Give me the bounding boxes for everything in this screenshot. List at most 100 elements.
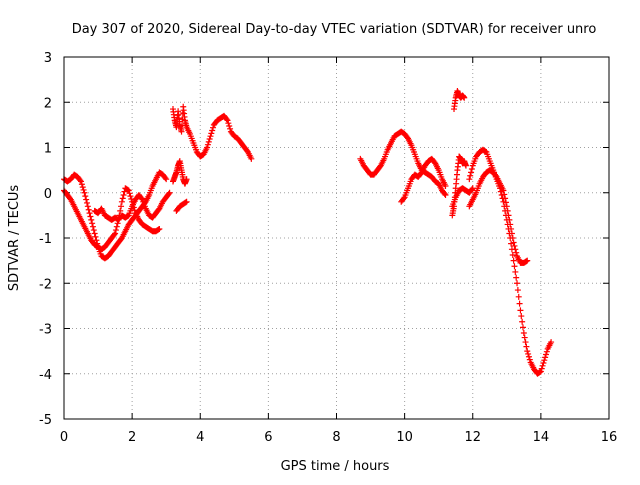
data-point	[507, 221, 514, 228]
x-tick-label: 8	[332, 430, 340, 445]
data-point	[111, 231, 118, 238]
data-point	[90, 227, 97, 234]
data-point	[117, 207, 124, 214]
data-point	[112, 230, 119, 237]
x-tick-label: 4	[196, 430, 204, 445]
data-point	[501, 191, 508, 198]
data-point	[156, 225, 163, 232]
data-point	[223, 116, 230, 123]
data-point	[542, 354, 549, 361]
data-point	[162, 175, 169, 182]
data-point	[511, 263, 518, 270]
y-tick-label: -2	[39, 277, 52, 292]
data-point	[85, 206, 92, 213]
y-tick-label: 3	[44, 51, 52, 66]
data-point	[540, 360, 547, 367]
data-point	[520, 330, 527, 337]
data-point	[524, 348, 531, 355]
data-point	[523, 343, 530, 350]
data-points	[61, 87, 555, 377]
y-tick-label: -4	[39, 368, 52, 383]
data-point	[165, 190, 172, 197]
data-point	[538, 365, 545, 372]
data-point	[89, 220, 96, 227]
x-tick-label: 14	[533, 430, 550, 445]
data-point	[79, 184, 86, 191]
data-point	[225, 120, 232, 127]
data-point	[82, 193, 89, 200]
data-point	[504, 207, 511, 214]
data-point	[208, 130, 215, 137]
data-point	[461, 94, 468, 101]
data-point	[505, 212, 512, 219]
data-point	[542, 351, 549, 358]
data-point	[209, 127, 216, 134]
data-point	[512, 246, 519, 253]
data-point	[502, 195, 509, 202]
data-point	[519, 324, 526, 331]
data-point	[78, 178, 85, 185]
series-arc-5	[170, 158, 190, 214]
data-point	[206, 136, 213, 143]
data-point	[166, 189, 173, 196]
series-arc-7	[398, 155, 449, 205]
data-point	[204, 144, 211, 151]
data-point	[86, 210, 93, 217]
data-point	[502, 199, 509, 206]
data-point	[207, 133, 214, 140]
series-arc-3	[91, 189, 173, 223]
data-point	[510, 239, 517, 246]
data-point	[112, 227, 119, 234]
data-point	[119, 195, 126, 202]
data-point	[226, 123, 233, 130]
series-arc-11	[466, 167, 531, 266]
data-point	[539, 362, 546, 369]
data-point	[512, 268, 519, 275]
chart-title: Day 307 of 2020, Sidereal Day-to-day VTE…	[72, 22, 597, 37]
x-tick-label: 0	[60, 430, 68, 445]
data-point	[118, 203, 125, 210]
data-point	[204, 141, 211, 148]
data-point	[120, 192, 127, 199]
data-point	[441, 190, 448, 197]
data-point	[183, 176, 190, 183]
x-tick-label: 12	[464, 430, 481, 445]
data-point	[516, 300, 523, 307]
y-tick-label: -1	[39, 232, 52, 247]
data-point	[522, 339, 529, 346]
data-point	[514, 287, 521, 294]
data-point	[466, 176, 473, 183]
data-point	[89, 223, 96, 230]
data-point	[91, 230, 98, 237]
data-point	[118, 198, 125, 205]
data-point	[525, 353, 532, 360]
data-point	[227, 125, 234, 132]
data-point	[88, 216, 95, 223]
data-point	[509, 251, 516, 258]
data-point	[125, 187, 132, 194]
data-point	[178, 128, 185, 135]
data-point	[510, 257, 517, 264]
data-point	[77, 177, 84, 184]
data-point	[400, 195, 407, 202]
data-point	[83, 196, 90, 203]
data-point	[513, 274, 520, 281]
data-point	[138, 195, 145, 202]
data-point	[468, 186, 475, 193]
series-arc-4	[170, 103, 255, 162]
data-point	[163, 176, 170, 183]
data-point	[442, 192, 449, 199]
data-point	[517, 307, 524, 314]
data-point	[515, 293, 522, 300]
data-point	[126, 190, 133, 197]
data-point	[183, 198, 190, 205]
plot-frame	[63, 56, 610, 420]
grid	[64, 57, 609, 419]
data-point	[526, 356, 533, 363]
data-point	[92, 233, 99, 240]
data-point	[543, 348, 550, 355]
data-point	[525, 350, 532, 357]
